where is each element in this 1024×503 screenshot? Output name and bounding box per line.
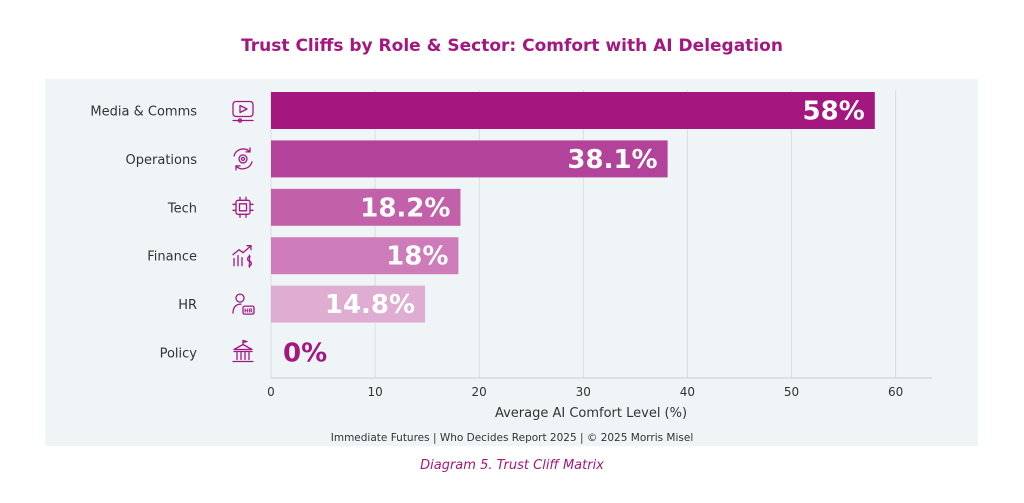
category-label: HR — [178, 298, 197, 313]
bar — [271, 188, 461, 226]
x-axis-label: Average AI Comfort Level (%) — [495, 406, 687, 421]
cog-refresh-icon — [233, 147, 253, 171]
data-label: 38.1% — [567, 145, 657, 175]
data-label: 0% — [283, 339, 327, 369]
x-tick-label: 40 — [680, 385, 695, 399]
hr-person-icon: HR — [232, 293, 255, 315]
category-label: Tech — [167, 201, 197, 216]
category-label: Operations — [126, 153, 198, 168]
bar — [271, 237, 459, 275]
government-building-icon — [232, 339, 254, 363]
bar — [271, 285, 426, 323]
bar — [271, 92, 875, 129]
x-tick-label: 30 — [576, 385, 591, 399]
data-label: 18% — [386, 242, 448, 272]
footer-credit: Immediate Futures | Who Decides Report 2… — [330, 432, 694, 444]
x-tick-label: 10 — [367, 385, 382, 399]
finance-chart-icon — [232, 245, 252, 268]
x-tick-label: 20 — [472, 385, 487, 399]
x-tick-label: 50 — [784, 385, 799, 399]
category-label: Finance — [147, 250, 197, 265]
video-icon — [232, 100, 254, 123]
svg-text:HR: HR — [244, 309, 254, 315]
x-tick-label: 60 — [888, 385, 903, 399]
chart-title: Trust Cliffs by Role & Sector: Comfort w… — [241, 36, 783, 56]
data-label: 58% — [803, 97, 865, 127]
chart-panel — [45, 79, 978, 446]
category-label: Policy — [160, 347, 198, 362]
chip-icon — [232, 196, 254, 218]
x-tick-label: 0 — [267, 385, 275, 399]
diagram-caption: Diagram 5. Trust Cliff Matrix — [420, 458, 604, 473]
category-label: Media & Comms — [90, 105, 197, 120]
data-label: 14.8% — [325, 290, 415, 320]
data-label: 18.2% — [360, 193, 450, 223]
bar — [271, 140, 668, 178]
